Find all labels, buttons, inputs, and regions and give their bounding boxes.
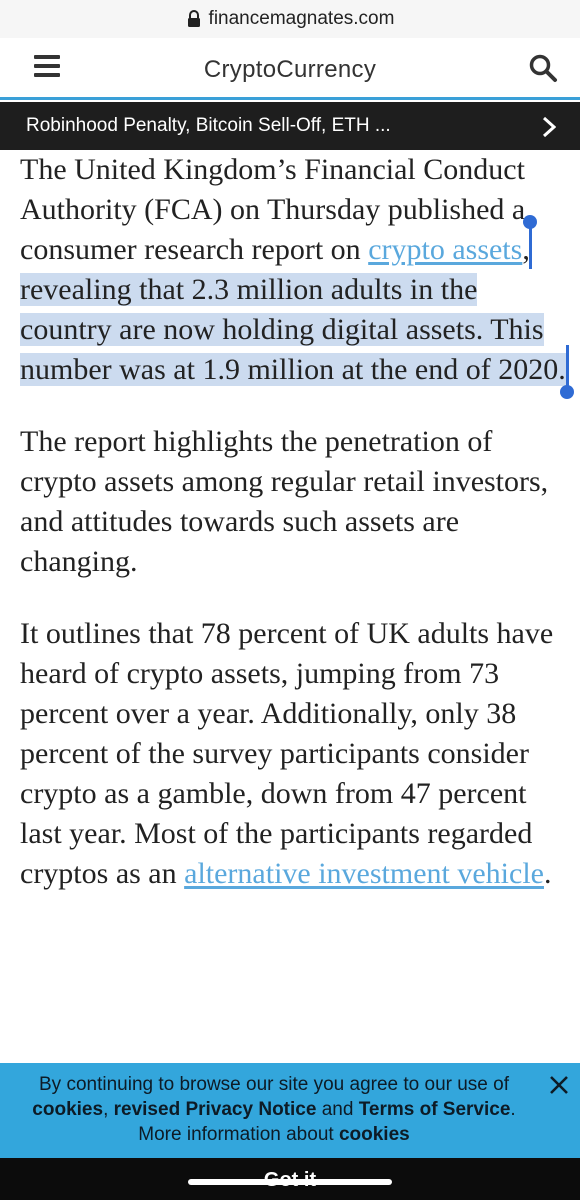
- article-paragraph-1: The United Kingdom’s Financial Conduct A…: [20, 150, 574, 399]
- privacy-notice-link[interactable]: revised Privacy Notice: [113, 1099, 317, 1120]
- cookie-message: By continuing to browse our site you agr…: [14, 1072, 534, 1147]
- cookie-text: and: [316, 1099, 359, 1120]
- cookies-link[interactable]: cookies: [32, 1099, 104, 1120]
- home-indicator[interactable]: [188, 1179, 392, 1185]
- cookie-text: By continuing to browse our site you agr…: [39, 1074, 509, 1095]
- paragraph-text: The United Kingdom’s Financial Conduct A…: [20, 153, 526, 266]
- url-text: financemagnates.com: [208, 8, 395, 29]
- article-paragraph-2: The report highlights the penetration of…: [20, 425, 549, 578]
- more-cookies-link[interactable]: cookies: [338, 1124, 410, 1145]
- url-bar[interactable]: financemagnates.com: [0, 0, 580, 38]
- crypto-assets-link[interactable]: crypto assets: [368, 233, 523, 266]
- ticker-headline: Robinhood Penalty, Bitcoin Sell-Off, ETH…: [26, 115, 391, 136]
- cookie-text: More information about: [138, 1124, 339, 1145]
- selected-text: revealing that 2.3 million adults in the…: [20, 273, 566, 386]
- article-body: The United Kingdom’s Financial Conduct A…: [20, 150, 574, 926]
- alternative-investment-link[interactable]: alternative investment vehicle: [184, 857, 544, 890]
- section-title[interactable]: CryptoCurrency: [203, 56, 377, 83]
- cookie-text: .: [510, 1099, 516, 1120]
- hamburger-menu-icon[interactable]: [34, 55, 60, 79]
- chevron-right-icon[interactable]: [542, 116, 556, 138]
- cookie-text: ,: [103, 1099, 114, 1120]
- site-header: CryptoCurrency: [0, 38, 580, 100]
- paragraph-text: ,: [522, 233, 530, 266]
- paragraph-text: .: [543, 857, 552, 890]
- terms-of-service-link[interactable]: Terms of Service: [358, 1099, 511, 1120]
- paragraph-text: It outlines that 78 percent of UK adults…: [20, 617, 554, 890]
- article-paragraph-3: It outlines that 78 percent of UK adults…: [20, 614, 568, 894]
- close-icon[interactable]: [548, 1074, 570, 1096]
- cookie-banner: By continuing to browse our site you agr…: [0, 1063, 580, 1158]
- search-icon[interactable]: [528, 53, 558, 83]
- news-ticker[interactable]: Robinhood Penalty, Bitcoin Sell-Off, ETH…: [0, 102, 580, 150]
- got-it-bar: Got it: [0, 1158, 580, 1200]
- lock-icon: [187, 10, 200, 27]
